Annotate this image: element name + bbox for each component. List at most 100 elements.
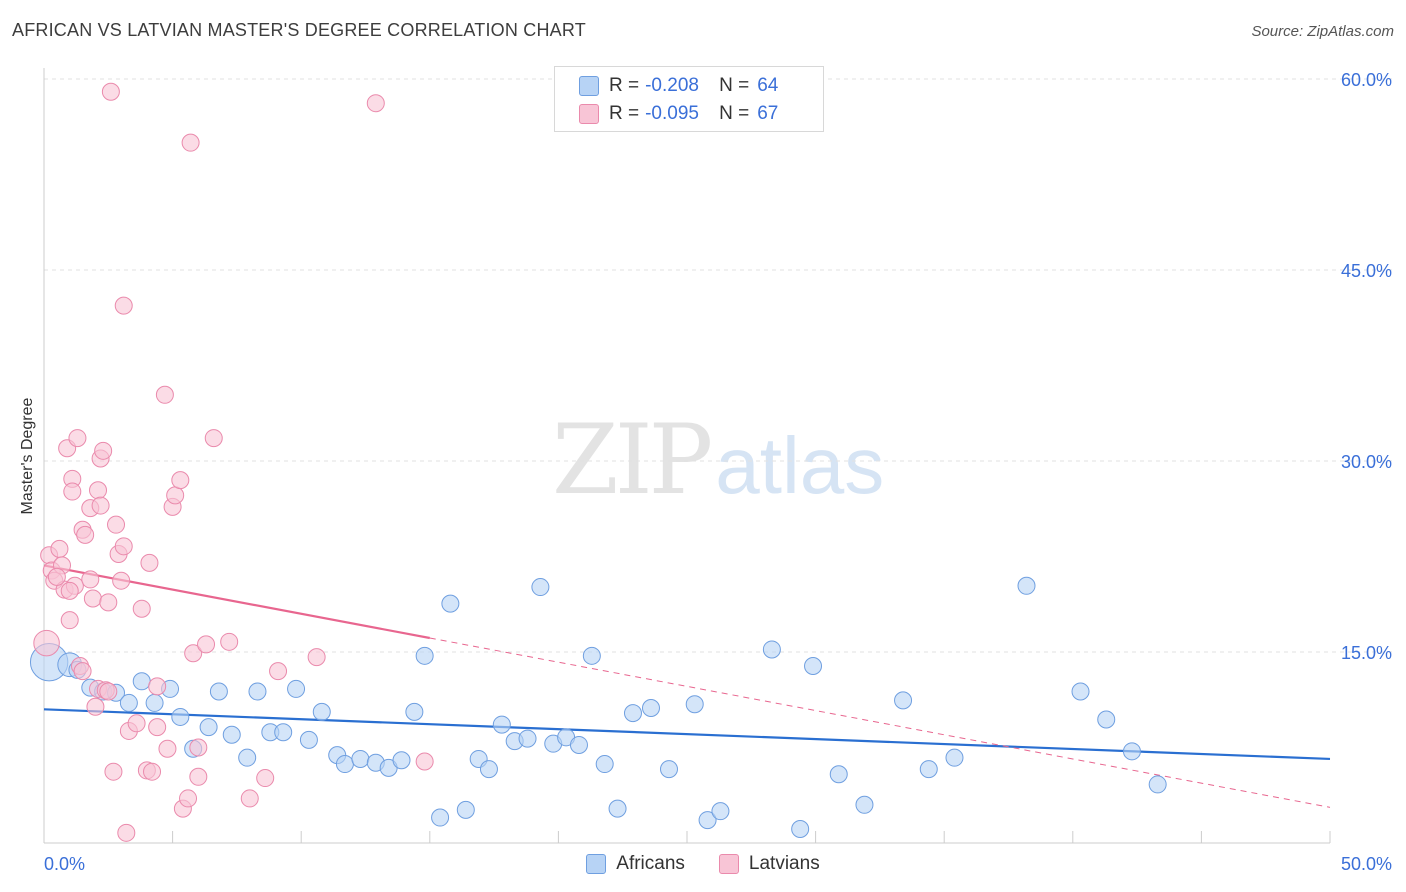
latvians-point [94, 441, 113, 460]
latvians-point [73, 662, 92, 681]
y-tick-label: 15.0% [1341, 643, 1392, 663]
africans-point [431, 808, 450, 827]
africans-swatch [579, 76, 599, 96]
latvians-point [189, 738, 208, 757]
africans-point [894, 691, 913, 710]
africans-point [132, 672, 151, 691]
latvians-n-value: 67 [757, 103, 779, 124]
trend-layer [43, 564, 1331, 808]
y-tick-label: 30.0% [1341, 452, 1392, 472]
axis-layer [43, 68, 1331, 844]
latvians-legend-swatch [718, 854, 739, 874]
africans-point [405, 702, 424, 721]
latvians-point [50, 539, 69, 558]
africans-point [659, 760, 678, 779]
latvians-point [181, 133, 200, 152]
africans-point [238, 748, 257, 767]
latvians-point [83, 589, 102, 608]
africans-point [441, 594, 460, 613]
africans-point [569, 735, 588, 754]
africans-point [392, 751, 411, 770]
latvians-point [184, 644, 203, 663]
africans-point [855, 795, 874, 814]
latvians-point [166, 486, 185, 505]
latvians-point [101, 82, 120, 101]
source-label: Source: ZipAtlas.com [1251, 23, 1394, 40]
y-axis-title: Master's Degree [19, 397, 36, 515]
africans-point [623, 704, 642, 723]
africans-point [711, 802, 730, 821]
latvians-point [132, 599, 151, 618]
latvians-point [415, 752, 434, 771]
latvians-point [91, 496, 110, 515]
y-tick-label: 45.0% [1341, 261, 1392, 281]
x-tick-label: 50.0% [1341, 854, 1392, 874]
africans-point [791, 819, 810, 838]
latvians-point [114, 296, 133, 315]
africans-point [698, 811, 717, 830]
africans-point [829, 765, 848, 784]
latvians-point [60, 581, 79, 600]
latvians-point [171, 471, 190, 490]
africans-n-value: 64 [757, 75, 779, 96]
latvians-point [197, 635, 216, 654]
africans-point [312, 702, 331, 721]
latvians-point [89, 481, 108, 500]
africans-point [595, 755, 614, 774]
africans-point [582, 646, 601, 665]
latvians-point [140, 553, 159, 572]
latvians-point [127, 714, 146, 733]
chart-title: AFRICAN VS LATVIAN MASTER'S DEGREE CORRE… [12, 20, 586, 40]
africans-point [351, 749, 370, 768]
x-tick-label: 0.0% [44, 854, 85, 874]
latvians-n-label: N = [719, 103, 750, 124]
latvians-point [76, 525, 95, 544]
africans-point [222, 725, 241, 744]
africans-point [945, 748, 964, 767]
legend-item-africans[interactable]: Africans [586, 853, 685, 875]
africans-point [456, 800, 475, 819]
latvians-point [114, 537, 133, 556]
africans-point [1071, 682, 1090, 701]
africans-point [209, 682, 228, 701]
africans-r-label: R = [609, 75, 640, 96]
latvians-legend-label: Latvians [748, 853, 820, 874]
correlation-legend: R = -0.208 N = 64 R = -0.095 N = 67 [554, 66, 824, 132]
latvians-point [148, 718, 167, 737]
latvians-point [204, 429, 223, 448]
africans-point [1122, 742, 1141, 761]
latvians-point [158, 739, 177, 758]
latvians-r-value: -0.095 [645, 103, 699, 124]
africans-point [335, 755, 354, 774]
africans-point [641, 699, 660, 718]
latvians-swatch [579, 104, 599, 124]
africans-point [492, 715, 511, 734]
legend-item-latvians[interactable]: Latvians [718, 853, 820, 875]
africans-point [415, 646, 434, 665]
africans-point [145, 693, 164, 712]
africans-r-value: -0.208 [645, 75, 699, 96]
latvians-point [47, 567, 66, 586]
latvians-r-label: R = [609, 103, 640, 124]
africans-point [171, 707, 190, 726]
grid-layer [44, 78, 1392, 653]
latvians-point [112, 571, 131, 590]
africans-point [299, 730, 318, 749]
latvians-point [60, 611, 79, 630]
latvians-point [63, 482, 82, 501]
africans-legend-label: Africans [616, 853, 685, 874]
latvians-point [148, 677, 167, 696]
africans-point [518, 729, 537, 748]
latvians-point [240, 789, 259, 808]
y-tick-label: 60.0% [1341, 70, 1392, 90]
africans-point [119, 693, 138, 712]
latvians-point [99, 682, 118, 701]
latvians-point [33, 629, 60, 657]
africans-point [1017, 576, 1036, 595]
latvians-point [155, 385, 174, 404]
africans-point [199, 718, 218, 737]
latvians-point [86, 697, 105, 716]
latvians-trend-extension [429, 637, 1331, 808]
latvians-point [104, 762, 123, 781]
